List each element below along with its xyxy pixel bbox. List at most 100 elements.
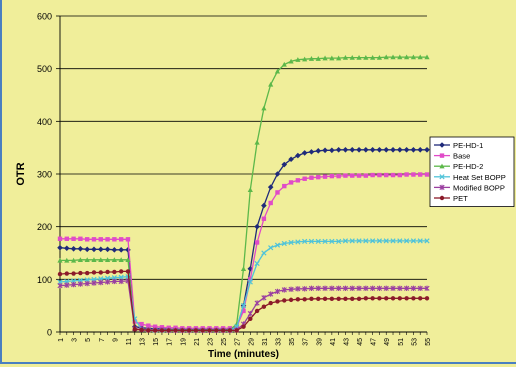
data-point xyxy=(241,308,246,314)
data-point xyxy=(411,296,416,301)
x-tick-label: 9 xyxy=(112,338,119,342)
data-point xyxy=(64,257,70,263)
x-tick-label: 35 xyxy=(289,338,296,346)
data-point xyxy=(261,202,267,209)
series-line xyxy=(59,240,427,332)
data-point xyxy=(84,270,90,276)
series-heat-set-bopp xyxy=(57,238,430,334)
data-point xyxy=(98,270,103,275)
data-point xyxy=(316,296,321,302)
data-point xyxy=(349,285,355,291)
data-point xyxy=(322,285,328,291)
data-point xyxy=(247,187,253,192)
data-point xyxy=(268,81,274,87)
y-tick-label: 0 xyxy=(47,328,52,338)
data-point xyxy=(111,247,118,253)
data-point xyxy=(118,257,124,263)
data-point xyxy=(98,257,104,263)
data-point xyxy=(404,172,409,177)
data-point xyxy=(152,324,158,329)
data-point xyxy=(261,105,267,111)
data-point xyxy=(288,58,294,64)
data-point xyxy=(111,278,117,285)
series-lines xyxy=(57,54,430,334)
legend-label: PE-HD-2 xyxy=(453,162,483,171)
data-point xyxy=(397,54,403,60)
data-point xyxy=(350,296,355,302)
data-point xyxy=(418,172,423,177)
data-point xyxy=(383,54,389,60)
data-point xyxy=(91,237,97,242)
data-point xyxy=(84,246,90,253)
data-point xyxy=(301,150,308,156)
data-point xyxy=(302,56,308,62)
y-axis-title: OTR xyxy=(15,162,27,185)
legend-label: PET xyxy=(453,194,468,203)
data-point xyxy=(329,238,335,245)
data-point xyxy=(274,288,281,295)
data-point xyxy=(302,286,308,292)
data-point xyxy=(390,296,396,301)
data-point xyxy=(315,148,322,154)
data-point xyxy=(125,247,131,253)
data-point xyxy=(356,146,362,153)
y-tick-label: 500 xyxy=(37,64,52,74)
legend-item: PE-HD-1 xyxy=(434,141,483,150)
data-point xyxy=(356,285,362,291)
data-point xyxy=(295,178,301,183)
data-point xyxy=(227,328,233,333)
x-tick-label: 53 xyxy=(411,338,418,346)
data-point xyxy=(295,297,301,302)
data-point xyxy=(125,269,131,274)
legend-item: PE-HD-2 xyxy=(434,162,483,171)
data-point xyxy=(370,55,376,60)
x-tick-label: 7 xyxy=(99,338,106,342)
data-point xyxy=(397,285,403,291)
data-point xyxy=(254,223,260,230)
data-point xyxy=(112,269,117,275)
data-point xyxy=(424,296,430,301)
data-point xyxy=(403,238,410,244)
data-point xyxy=(282,298,287,303)
data-point xyxy=(71,281,77,288)
data-point xyxy=(350,173,355,178)
x-tick-label: 41 xyxy=(330,338,337,346)
data-point xyxy=(281,161,288,168)
data-point xyxy=(336,296,341,302)
data-point xyxy=(77,281,83,287)
x-tick-label: 17 xyxy=(167,338,174,346)
data-point xyxy=(64,236,69,241)
data-point xyxy=(397,172,403,178)
x-axis-title: Time (minutes) xyxy=(208,349,279,360)
data-point xyxy=(274,68,281,74)
data-point xyxy=(302,238,308,245)
data-point xyxy=(329,173,335,179)
legend-item: PET xyxy=(434,194,468,203)
x-tick-label: 1 xyxy=(58,338,65,342)
data-point xyxy=(336,285,342,291)
data-point xyxy=(424,172,430,177)
data-point xyxy=(424,146,430,153)
data-point xyxy=(57,244,63,251)
y-tick-label: 200 xyxy=(37,222,52,232)
data-point xyxy=(84,280,90,287)
data-point xyxy=(342,238,349,244)
data-point xyxy=(234,328,239,333)
data-point xyxy=(397,146,403,153)
data-point xyxy=(254,260,260,267)
legend-box xyxy=(429,136,515,207)
data-point xyxy=(349,55,355,60)
data-point xyxy=(241,324,246,329)
data-point xyxy=(180,328,185,333)
data-point xyxy=(125,237,131,242)
data-point xyxy=(282,183,287,189)
data-point xyxy=(57,271,63,277)
data-point xyxy=(111,257,117,263)
data-point xyxy=(410,285,416,291)
data-point xyxy=(295,152,301,159)
data-point xyxy=(146,328,151,333)
data-point xyxy=(247,310,253,317)
data-point xyxy=(329,285,335,291)
